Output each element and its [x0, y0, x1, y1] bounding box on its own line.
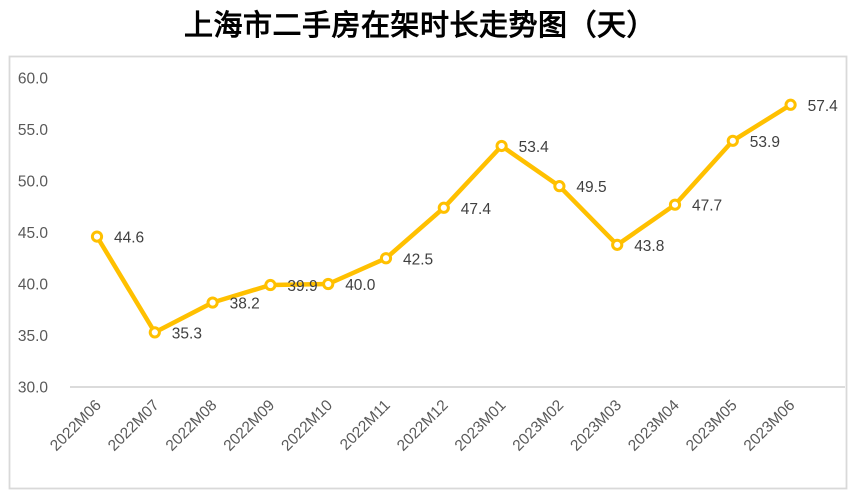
data-point-marker [206, 296, 219, 309]
data-point-marker [437, 201, 450, 214]
data-point-marker [726, 134, 739, 147]
data-point-label: 42.5 [403, 251, 433, 268]
y-tick-label: 45.0 [18, 225, 49, 242]
chart-title: 上海市二手房在架时长走势图（天） [183, 10, 656, 42]
data-point-label: 35.3 [172, 325, 202, 342]
data-point-marker [379, 252, 393, 265]
y-tick-label: 40.0 [18, 276, 49, 293]
data-point-marker [611, 238, 624, 251]
y-tick-label: 30.0 [18, 379, 49, 396]
data-point-marker [148, 326, 161, 339]
data-point-label: 44.6 [114, 230, 144, 247]
data-point-label: 38.2 [230, 296, 260, 313]
data-point-label: 57.4 [808, 98, 839, 115]
data-point-label: 53.4 [519, 139, 550, 156]
data-point-label: 49.5 [576, 179, 606, 196]
data-point-label: 39.9 [287, 278, 317, 295]
y-tick-label: 50.0 [18, 173, 49, 190]
data-point-marker [784, 98, 797, 111]
chart-area-frame [8, 55, 848, 490]
data-point-marker [90, 230, 104, 243]
data-point-label: 40.0 [345, 277, 376, 294]
y-tick-label: 60.0 [18, 70, 49, 87]
y-tick-label: 35.0 [18, 328, 49, 345]
data-point-label: 53.9 [750, 134, 780, 151]
y-tick-label: 55.0 [18, 122, 49, 139]
data-point-marker [264, 278, 277, 292]
data-point-marker [495, 139, 508, 153]
data-point-label: 47.4 [461, 201, 492, 218]
data-point-marker [553, 180, 566, 193]
data-point-marker [668, 198, 682, 211]
data-point-label: 43.8 [634, 238, 664, 255]
data-point-label: 47.7 [692, 198, 722, 215]
data-point-marker [322, 277, 335, 291]
